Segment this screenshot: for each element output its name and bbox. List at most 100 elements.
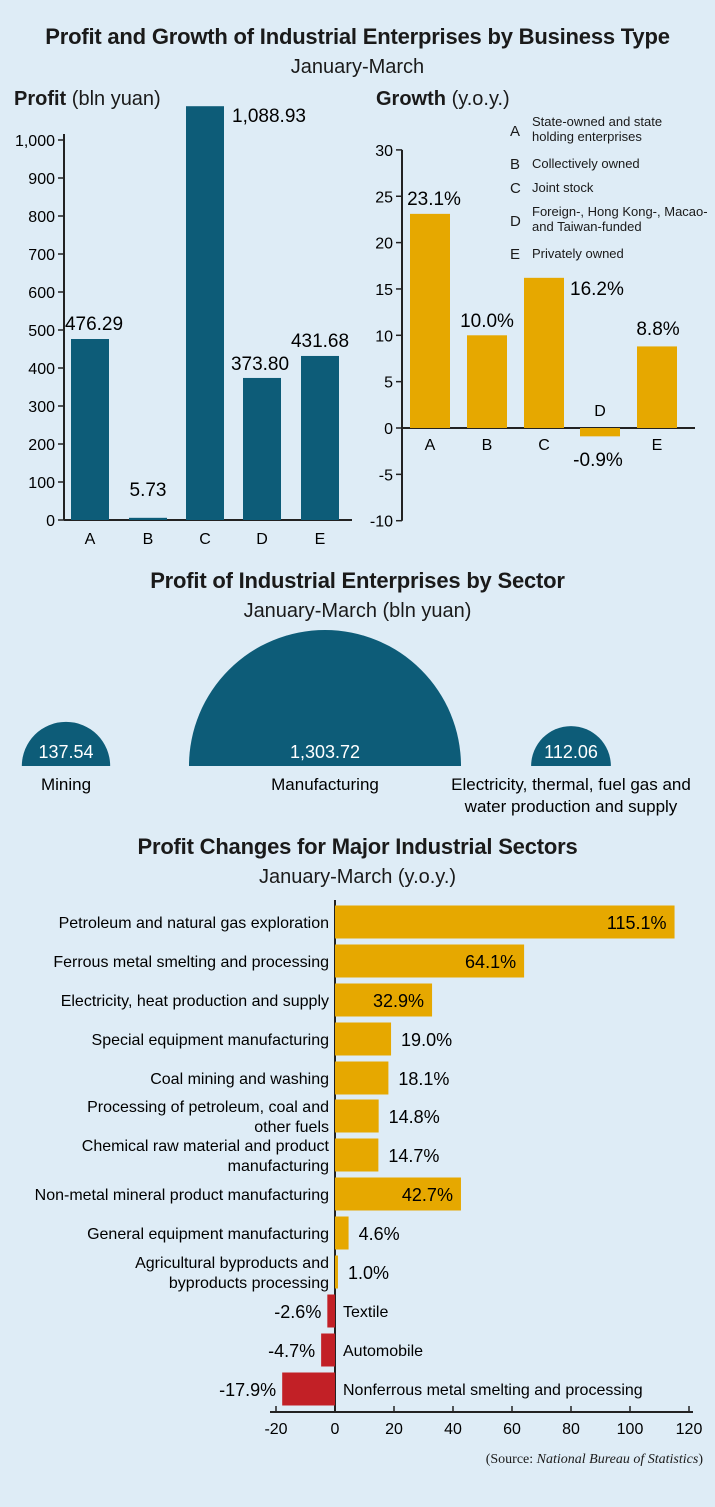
growth-y-tick-label: 5 [384, 375, 393, 392]
legend-text: State-owned and state holding enterprise… [532, 114, 663, 144]
profit-label-bold: Profit [14, 88, 67, 110]
changes-bar [335, 1138, 379, 1172]
growth-y-tick-label: 25 [375, 189, 393, 206]
changes-data-label: -4.7% [268, 1341, 315, 1361]
changes-category-label: Ferrous metal smelting and processing [53, 954, 329, 971]
growth-bar [524, 277, 564, 428]
changes-x-tick-label: 0 [331, 1421, 340, 1438]
profit-y-tick-label: 1,000 [15, 133, 55, 150]
changes-category-label: Special equipment manufacturing [92, 1032, 329, 1049]
main-title: Profit and Growth of Industrial Enterpri… [45, 24, 670, 49]
profit-bar [243, 377, 281, 520]
sector-subtitle: January-March (bln yuan) [243, 600, 472, 622]
growth-y-tick-label: 30 [375, 143, 393, 160]
growth-data-label: -0.9% [573, 450, 623, 471]
growth-y-tick-label: 0 [384, 421, 393, 438]
changes-data-label: 115.1% [607, 913, 667, 933]
changes-x-tick-label: 80 [562, 1421, 580, 1438]
growth-bar [467, 335, 507, 428]
growth-bar [637, 346, 677, 428]
profit-x-tick-label: D [256, 531, 268, 548]
changes-bar [335, 983, 433, 1017]
legend-text: Privately owned [532, 246, 624, 261]
profit-data-label: 1,088.93 [232, 106, 306, 127]
source-name: National Bureau of Statistics [536, 1452, 699, 1467]
changes-category-label: Non-metal mineral product manufacturing [35, 1187, 329, 1204]
changes-data-label: 14.8% [389, 1107, 440, 1127]
legend-text: Foreign-, Hong Kong-, Macao- and Taiwan-… [532, 204, 708, 234]
sector-category-label: Manufacturing [271, 775, 379, 794]
changes-data-label: 4.6% [359, 1224, 400, 1244]
profit-data-label: 373.80 [231, 354, 289, 375]
growth-data-label: 16.2% [570, 279, 624, 300]
growth-panel-label: Growth (y.o.y.) [376, 88, 510, 111]
legend-text: Collectively owned [532, 156, 640, 171]
changes-bar [321, 1333, 335, 1367]
changes-x-tick-label: 60 [503, 1421, 521, 1438]
legend-key: B [510, 156, 521, 173]
profit-bar [301, 355, 339, 520]
legend-item: A State-owned and state holding enterpris… [510, 114, 702, 144]
changes-bar [282, 1372, 335, 1406]
changes-x-tick-label: 120 [676, 1421, 703, 1438]
profit-data-label: 476.29 [65, 314, 123, 335]
profit-x-tick-label: B [143, 531, 154, 548]
legend-item: E Privately owned [510, 246, 624, 263]
changes-subtitle: January-March (y.o.y.) [258, 866, 457, 888]
growth-x-tick-label: A [425, 437, 436, 454]
legend-text: Joint stock [532, 180, 594, 195]
profit-y-tick-label: 400 [28, 361, 55, 378]
changes-category-label: Agricultural byproducts and byproducts pr… [135, 1255, 329, 1292]
growth-bar [410, 213, 450, 428]
sector-value-label: 137.54 [38, 742, 93, 762]
legend-key: A [510, 123, 521, 140]
growth-y-tick-label: 20 [375, 236, 393, 253]
sector-profit-chart: 137.54 1,303.72 112.06 Mining Manufacturing E… [21, 630, 691, 816]
changes-data-label: -2.6% [274, 1302, 321, 1322]
changes-x-tick-label: -20 [264, 1421, 287, 1438]
growth-x-tick-label: D [594, 403, 606, 420]
growth-x-tick-label: C [538, 437, 550, 454]
profit-changes-chart: -20 0 20 40 60 80 100 120 115.1% Petroleum and na… [35, 900, 703, 1438]
sector-semicircle [21, 721, 111, 766]
profit-bar [186, 106, 224, 520]
changes-category-label: Processing of petroleum, coal and other f… [87, 1099, 329, 1136]
profit-y-tick-label: 0 [46, 513, 55, 530]
growth-y-tick-label: -10 [370, 514, 393, 531]
profit-y-tick-label: 900 [28, 171, 55, 188]
profit-data-label: 431.68 [291, 331, 349, 352]
changes-category-label: Chemical raw material and product manufac… [82, 1138, 330, 1175]
legend-key: D [510, 213, 521, 230]
changes-category-label: Automobile [343, 1343, 423, 1360]
growth-x-tick-label: E [652, 437, 663, 454]
changes-data-label: 14.7% [388, 1146, 439, 1166]
profit-label-unit: (bln yuan) [71, 88, 161, 110]
growth-data-label: 8.8% [636, 319, 679, 340]
legend-key: E [510, 246, 521, 263]
changes-data-label: 42.7% [402, 1185, 453, 1205]
changes-category-label: Textile [343, 1304, 388, 1321]
growth-data-label: 23.1% [407, 189, 461, 210]
growth-label-bold: Growth [376, 88, 446, 110]
changes-data-label: -17.9% [219, 1380, 276, 1400]
source-prefix: (Source: [485, 1452, 537, 1467]
profit-y-tick-label: 600 [28, 285, 55, 302]
legend-item: D Foreign-, Hong Kong-, Macao- and Taiwan… [510, 204, 715, 234]
changes-bar [335, 1177, 461, 1211]
profit-panel-label: Profit (bln yuan) [14, 88, 161, 111]
profit-y-tick-label: 800 [28, 209, 55, 226]
sector-semicircle [531, 726, 611, 766]
changes-category-label: Petroleum and natural gas exploration [59, 915, 329, 932]
changes-category-label: Electricity, heat production and supply [61, 993, 329, 1010]
profit-bar [71, 339, 109, 520]
profit-y-tick-label: 300 [28, 399, 55, 416]
changes-bar [327, 1294, 335, 1328]
changes-title: Profit Changes for Major Industrial Sect… [137, 834, 578, 859]
sector-category-label: Mining [41, 775, 91, 794]
growth-data-label: 10.0% [460, 311, 514, 332]
changes-bar [335, 1216, 349, 1250]
profit-y-tick-label: 200 [28, 437, 55, 454]
growth-bar [580, 428, 620, 437]
sector-category-label: Electricity, thermal, fuel gas and water … [451, 775, 691, 816]
